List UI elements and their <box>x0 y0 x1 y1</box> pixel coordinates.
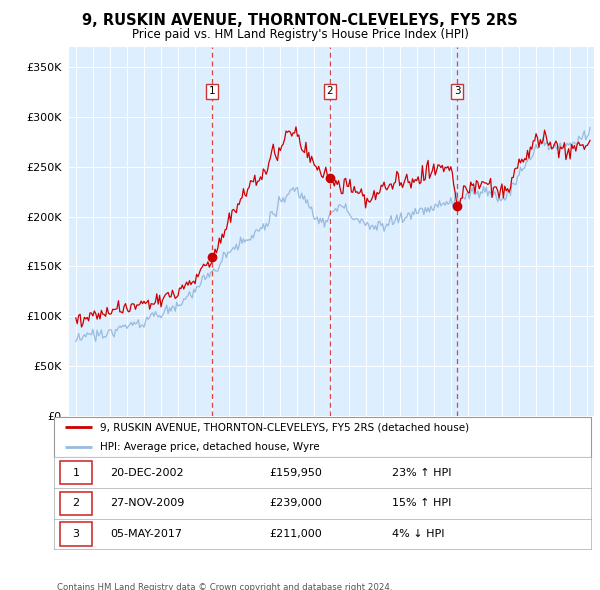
Text: 2: 2 <box>326 87 333 96</box>
Text: £211,000: £211,000 <box>269 529 322 539</box>
Text: £159,950: £159,950 <box>269 468 322 477</box>
Text: 1: 1 <box>73 468 80 477</box>
Text: 23% ↑ HPI: 23% ↑ HPI <box>392 468 452 477</box>
Text: 1: 1 <box>208 87 215 96</box>
Text: £239,000: £239,000 <box>269 499 322 508</box>
Text: HPI: Average price, detached house, Wyre: HPI: Average price, detached house, Wyre <box>100 442 319 452</box>
Text: Contains HM Land Registry data © Crown copyright and database right 2024.: Contains HM Land Registry data © Crown c… <box>57 583 392 590</box>
Text: 2: 2 <box>73 499 80 508</box>
FancyBboxPatch shape <box>61 522 92 546</box>
Text: 27-NOV-2009: 27-NOV-2009 <box>110 499 185 508</box>
Text: 3: 3 <box>73 529 80 539</box>
Text: 9, RUSKIN AVENUE, THORNTON-CLEVELEYS, FY5 2RS (detached house): 9, RUSKIN AVENUE, THORNTON-CLEVELEYS, FY… <box>100 422 469 432</box>
Text: 9, RUSKIN AVENUE, THORNTON-CLEVELEYS, FY5 2RS: 9, RUSKIN AVENUE, THORNTON-CLEVELEYS, FY… <box>82 13 518 28</box>
Text: 4% ↓ HPI: 4% ↓ HPI <box>392 529 445 539</box>
Text: 15% ↑ HPI: 15% ↑ HPI <box>392 499 452 508</box>
Text: 05-MAY-2017: 05-MAY-2017 <box>110 529 182 539</box>
Text: 20-DEC-2002: 20-DEC-2002 <box>110 468 184 477</box>
Text: Price paid vs. HM Land Registry's House Price Index (HPI): Price paid vs. HM Land Registry's House … <box>131 28 469 41</box>
FancyBboxPatch shape <box>61 491 92 515</box>
FancyBboxPatch shape <box>61 461 92 484</box>
Text: 3: 3 <box>454 87 460 96</box>
